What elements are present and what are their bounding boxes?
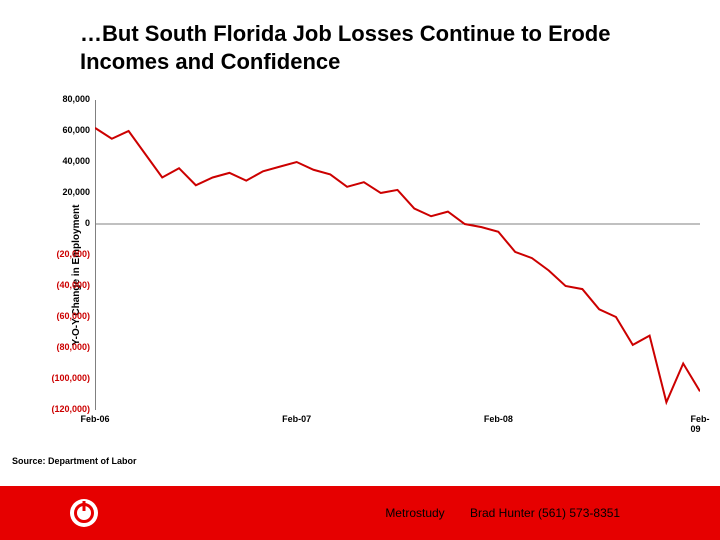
y-tick-label: 60,000 (40, 125, 90, 135)
slide-title: …But South Florida Job Losses Continue t… (80, 20, 640, 75)
x-tick-label: Feb-08 (484, 414, 513, 424)
x-tick-label: Feb-07 (282, 414, 311, 424)
source-note: Source: Department of Labor (12, 456, 137, 466)
y-tick-label: (100,000) (40, 373, 90, 383)
chart-container: Y-O-Y Change in Employment 80,00060,0004… (10, 90, 710, 460)
plot-area (95, 100, 700, 410)
footer-contact: Brad Hunter (561) 573-8351 (470, 506, 620, 520)
y-tick-label: (40,000) (40, 280, 90, 290)
data-line (95, 128, 700, 402)
footer-bar: Metrostudy Brad Hunter (561) 573-8351 (0, 486, 720, 540)
x-tick-label: Feb-09 (691, 414, 710, 434)
y-tick-label: 80,000 (40, 94, 90, 104)
y-tick-label: 0 (40, 218, 90, 228)
x-tick-label: Feb-06 (80, 414, 109, 424)
y-tick-label: (20,000) (40, 249, 90, 259)
y-tick-label: (80,000) (40, 342, 90, 352)
y-tick-label: 40,000 (40, 156, 90, 166)
y-tick-label: 20,000 (40, 187, 90, 197)
y-tick-label: (60,000) (40, 311, 90, 321)
line-chart-svg (95, 100, 700, 410)
y-tick-label: (120,000) (40, 404, 90, 414)
footer-company: Metrostudy (360, 506, 470, 520)
power-icon (70, 499, 98, 527)
